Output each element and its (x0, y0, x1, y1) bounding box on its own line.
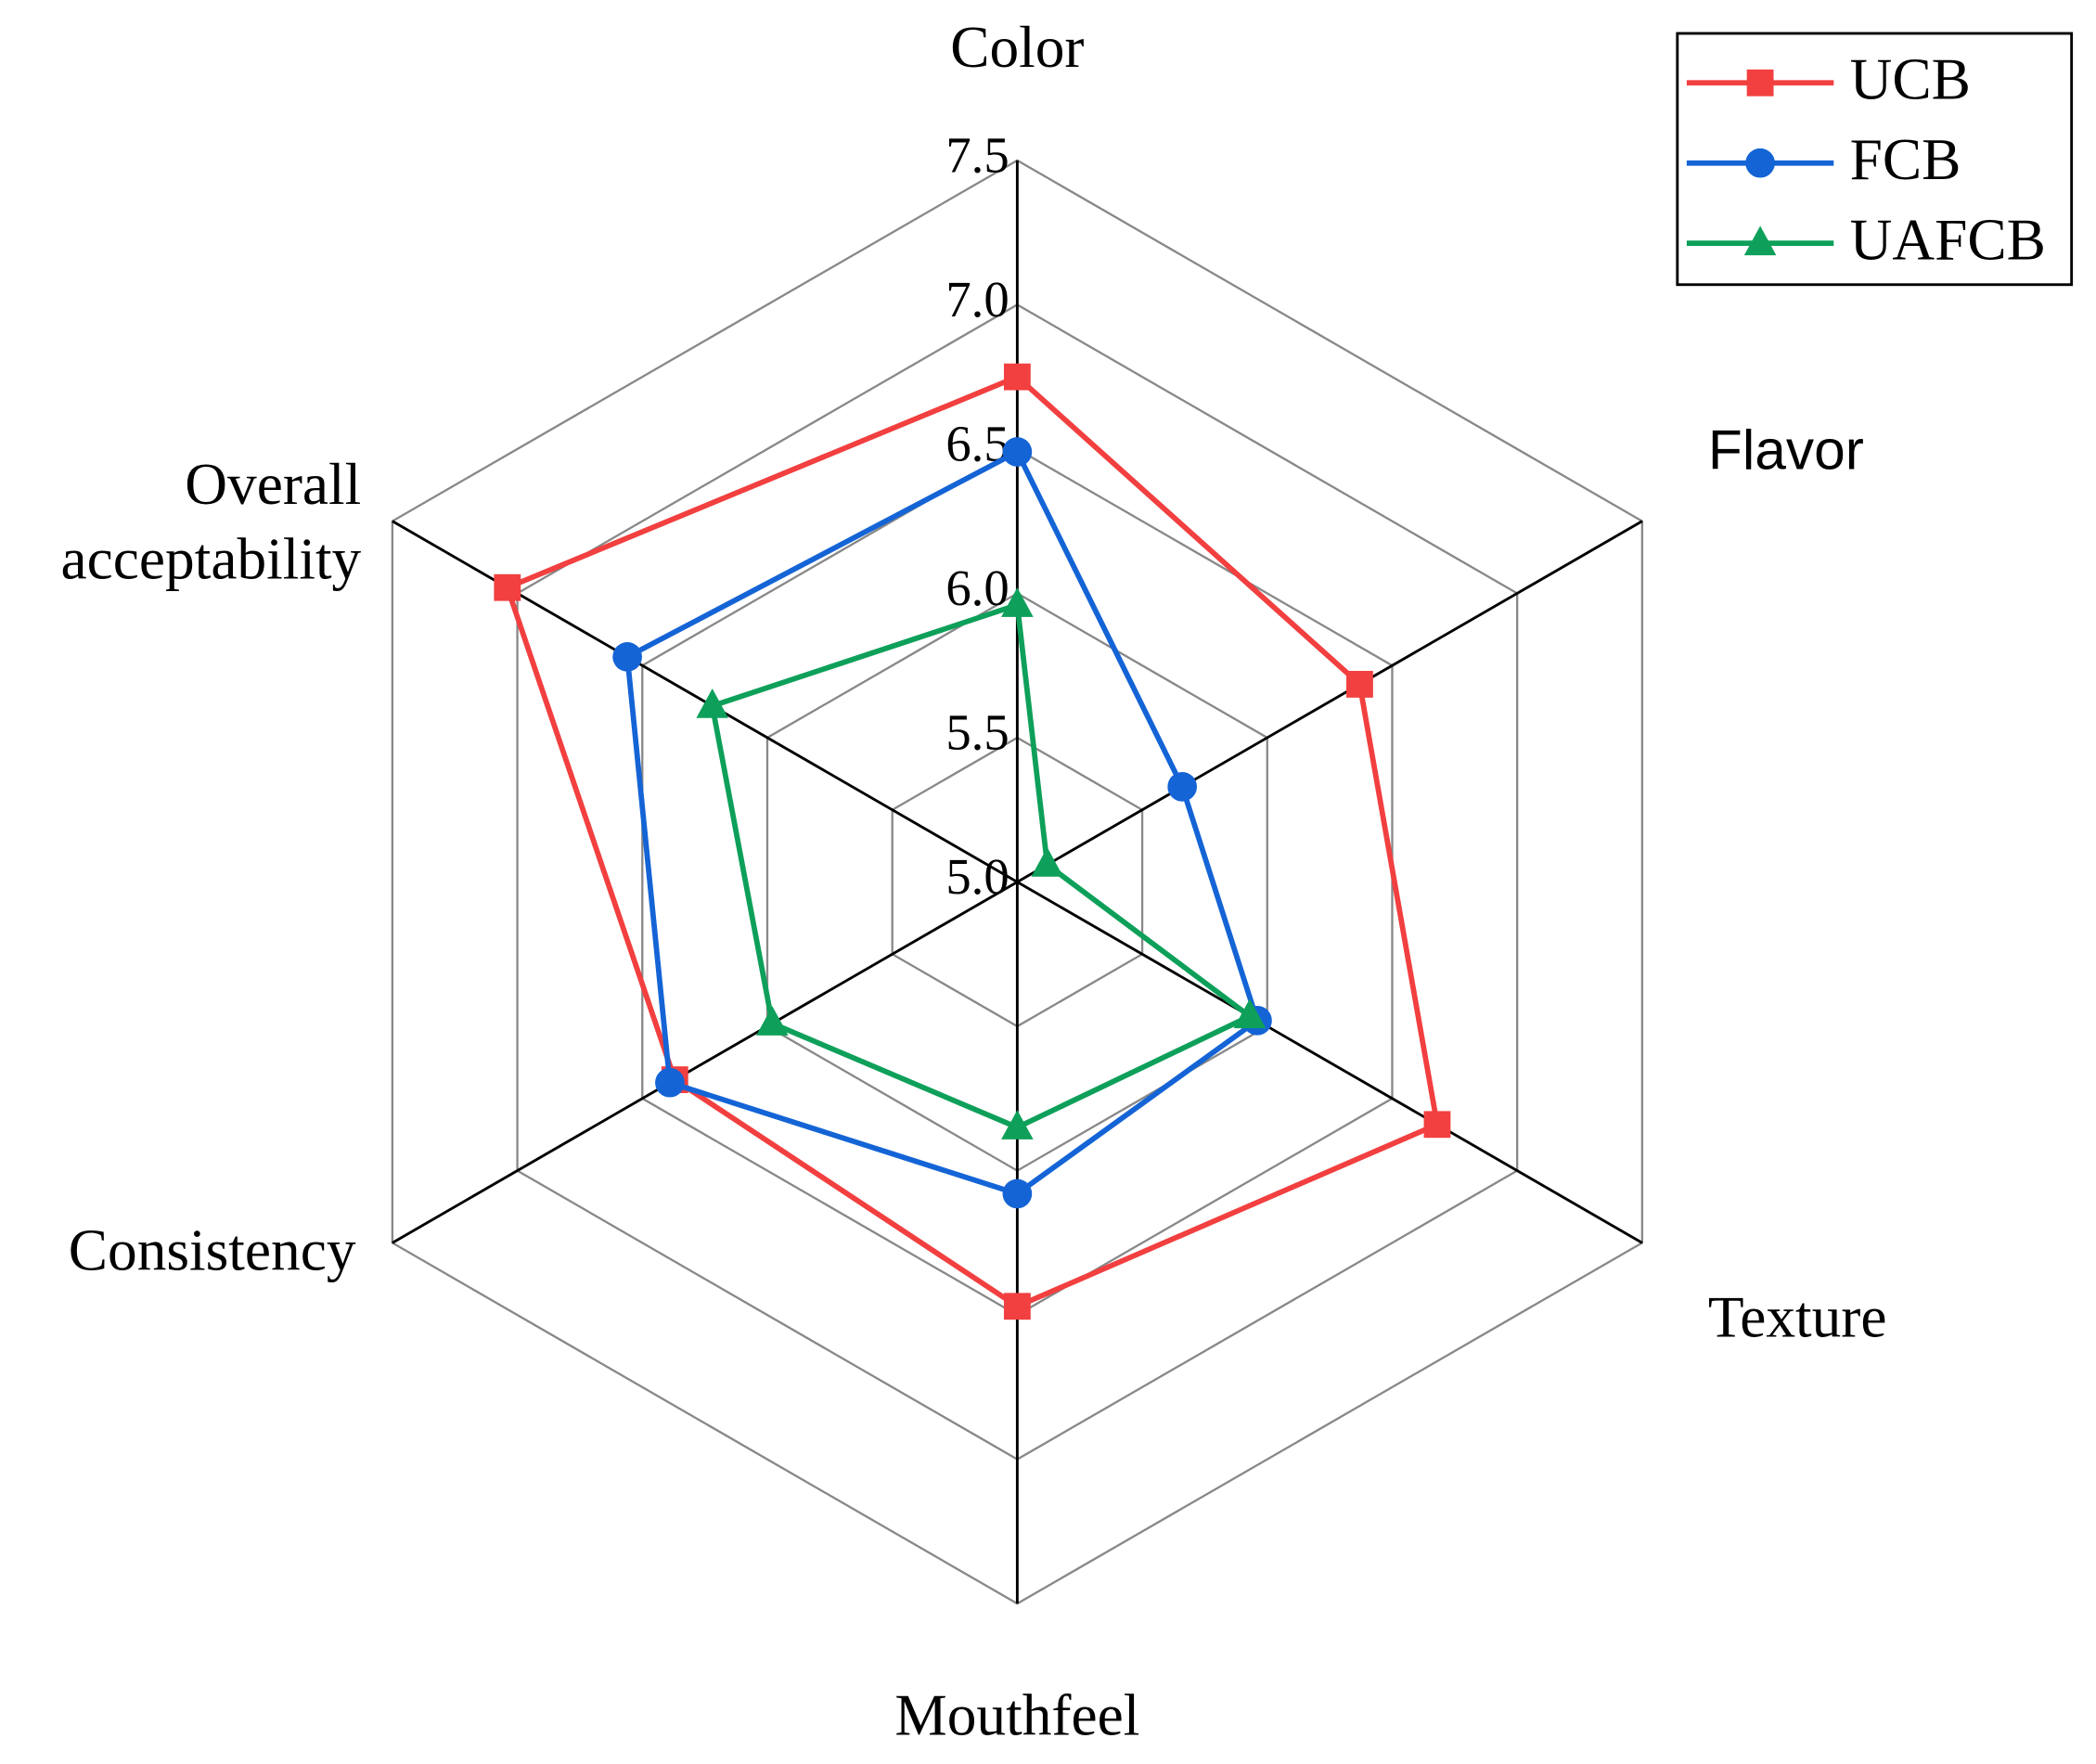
r-tick-label: 6.0 (945, 560, 1009, 616)
point (1002, 437, 1033, 467)
r-tick-label: 5.5 (945, 704, 1009, 761)
r-tick-label: 5.0 (945, 848, 1009, 905)
point (1423, 1111, 1451, 1139)
category-label-box: Overall acceptability (60, 451, 362, 592)
point (696, 689, 728, 718)
axis-spoke (392, 520, 1019, 883)
point (655, 1067, 685, 1098)
legend-marker (1743, 225, 1777, 256)
legend-label: UCB (1850, 47, 1971, 112)
point (1002, 1178, 1033, 1209)
r-tick-label: 7.0 (945, 271, 1009, 328)
r-tick-label: 7.5 (945, 126, 1009, 183)
point (1003, 363, 1031, 391)
point (1167, 772, 1198, 802)
category-label: Consistency (69, 1217, 356, 1282)
category-label: Overall acceptability (60, 451, 362, 592)
axis-spoke (1016, 881, 1643, 1244)
category-label: Texture (1708, 1284, 1887, 1349)
legend-marker (1745, 148, 1775, 178)
legend-marker (1746, 69, 1774, 97)
legend-label: UAFCB (1850, 208, 2046, 273)
category-label: Mouthfeel (894, 1682, 1139, 1747)
axis-spoke (392, 881, 1019, 1244)
legend-label: FCB (1850, 127, 1961, 192)
series-line (624, 448, 1261, 1197)
point (494, 573, 521, 601)
point (756, 1006, 789, 1036)
point (1003, 1293, 1031, 1320)
category-label: Flavor (1708, 418, 1864, 482)
point (1001, 1110, 1034, 1140)
point (1346, 671, 1373, 698)
point (612, 642, 642, 672)
point (1031, 847, 1063, 877)
axis-spoke (1016, 520, 1643, 883)
point (1233, 998, 1267, 1029)
point (1001, 587, 1034, 617)
category-label: Color (950, 15, 1084, 80)
